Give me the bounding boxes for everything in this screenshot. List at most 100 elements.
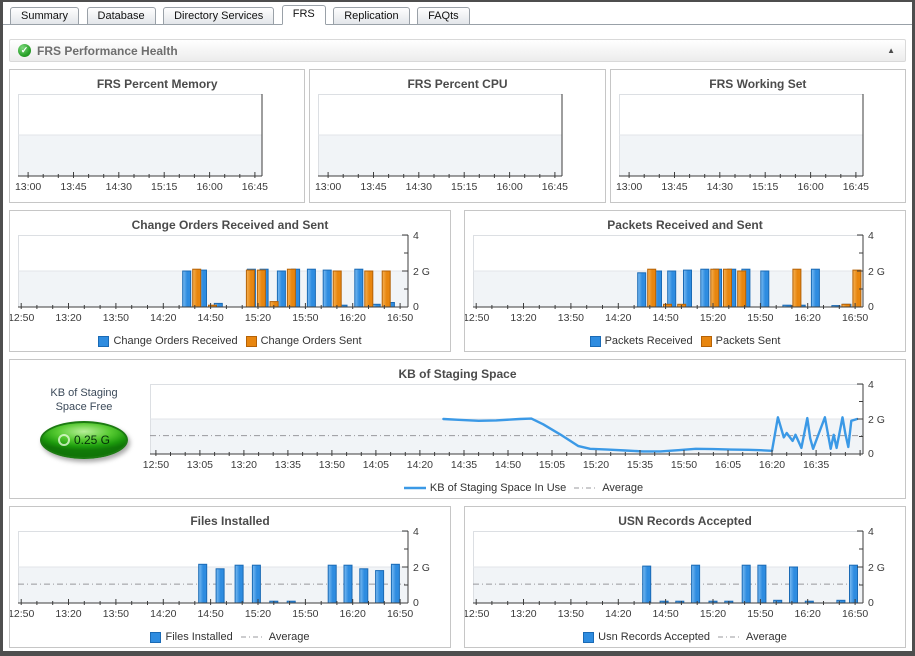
svg-text:0: 0 xyxy=(413,597,419,609)
legend-line-icon xyxy=(403,486,426,490)
chart-legend: Change Orders Received Change Orders Sent xyxy=(18,331,442,351)
svg-text:13:50: 13:50 xyxy=(103,608,129,620)
tab-database[interactable]: Database xyxy=(86,7,156,25)
usn-records-plot: 12:50 13:20 13:50 14:20 14:50 15:20 15:50 16:20… xyxy=(465,526,897,627)
svg-text:15:20: 15:20 xyxy=(700,312,726,324)
chart-title: Packets Received and Sent xyxy=(607,218,763,232)
svg-text:0: 0 xyxy=(868,597,874,609)
svg-text:15:35: 15:35 xyxy=(627,459,653,471)
chart-title: Files Installed xyxy=(190,514,270,528)
svg-text:16:20: 16:20 xyxy=(759,459,785,471)
svg-text:15:20: 15:20 xyxy=(245,608,271,620)
legend-swatch-icon xyxy=(98,335,110,347)
svg-text:14:50: 14:50 xyxy=(652,312,678,324)
svg-text:16:50: 16:50 xyxy=(387,608,413,620)
svg-text:13:20: 13:20 xyxy=(510,608,536,620)
svg-text:2 G: 2 G xyxy=(413,266,430,278)
legend-swatch-icon xyxy=(700,335,712,347)
legend-item: Change Orders Received xyxy=(98,335,238,347)
health-status-check-icon: ✓ xyxy=(18,44,31,57)
chart-legend: KB of Staging Space In Use Average xyxy=(150,478,897,498)
svg-text:15:20: 15:20 xyxy=(700,608,726,620)
svg-text:13:00: 13:00 xyxy=(15,181,41,193)
svg-text:13:45: 13:45 xyxy=(60,181,86,193)
frs-percent-memory-plot: 13:00 13:45 14:30 15:15 16:00 16:45 xyxy=(15,94,296,202)
svg-text:12:50: 12:50 xyxy=(464,312,489,324)
chart-title: KB of Staging Space xyxy=(398,367,517,381)
svg-text:13:45: 13:45 xyxy=(361,181,387,193)
chart-title: Change Orders Received and Sent xyxy=(131,218,329,232)
svg-text:14:30: 14:30 xyxy=(706,181,732,193)
section-header-frs-performance-health: ✓ FRS Performance Health ▲ xyxy=(9,39,906,62)
svg-text:16:35: 16:35 xyxy=(803,459,829,471)
chart-title: USN Records Accepted xyxy=(618,514,752,528)
svg-text:15:50: 15:50 xyxy=(292,608,318,620)
svg-text:14:35: 14:35 xyxy=(451,459,477,471)
kb-staging-body: KB of Staging Space Free 0.25 G 12:50 13:… xyxy=(18,379,897,498)
files-installed-plot: 12:50 13:20 13:50 14:20 14:50 15:20 15:50 16:20… xyxy=(10,526,442,627)
svg-text:16:20: 16:20 xyxy=(795,312,821,324)
svg-text:14:50: 14:50 xyxy=(652,608,678,620)
gauge-value: 0.25 G xyxy=(73,433,111,447)
svg-text:2 G: 2 G xyxy=(868,562,885,574)
svg-text:16:45: 16:45 xyxy=(242,181,268,193)
charts-row-1: FRS Percent Memory 13:00 13:45 14:30 15:15 1… xyxy=(9,69,906,203)
chart-panel-usn-records: USN Records Accepted 12:50 13:20 13:50 14:2… xyxy=(464,506,906,648)
chart-legend: Packets Received Packets Sent xyxy=(473,331,897,351)
svg-text:13:00: 13:00 xyxy=(616,181,642,193)
tab-strip: Summary Database Directory Services FRS … xyxy=(3,2,912,25)
svg-text:2 G: 2 G xyxy=(413,562,430,574)
svg-text:12:50: 12:50 xyxy=(9,608,34,620)
legend-item: Files Installed xyxy=(150,631,233,643)
legend-item-average: Average xyxy=(718,631,787,643)
tab-directory-services[interactable]: Directory Services xyxy=(163,7,275,25)
chart-legend: Files Installed Average xyxy=(18,627,442,647)
svg-text:13:20: 13:20 xyxy=(55,312,81,324)
legend-swatch-icon xyxy=(150,631,162,643)
legend-item: Packets Received xyxy=(589,335,693,347)
chart-title: FRS Percent Memory xyxy=(96,77,218,91)
collapse-section-icon[interactable]: ▲ xyxy=(887,46,895,55)
svg-text:16:20: 16:20 xyxy=(340,312,366,324)
staging-space-free-gauge-area: KB of Staging Space Free 0.25 G xyxy=(18,384,150,498)
charts-row-3: KB of Staging Space KB of Staging Space … xyxy=(9,359,906,499)
svg-text:2 G: 2 G xyxy=(868,414,885,426)
frs-percent-cpu-plot: 13:00 13:45 14:30 15:15 16:00 16:45 xyxy=(315,94,596,202)
legend-dash-icon xyxy=(240,636,265,638)
svg-text:2 G: 2 G xyxy=(868,266,885,278)
chart-panel-change-orders: Change Orders Received and Sent 12:50 13:… xyxy=(9,210,451,352)
frs-working-set-plot: 13:00 13:45 14:30 15:15 16:00 16:45 xyxy=(616,94,897,202)
svg-text:16:50: 16:50 xyxy=(387,312,413,324)
svg-text:4: 4 xyxy=(413,230,419,242)
svg-text:16:50: 16:50 xyxy=(842,608,868,620)
svg-text:14:20: 14:20 xyxy=(407,459,433,471)
legend-item: KB of Staging Space In Use xyxy=(403,482,566,494)
svg-text:13:00: 13:00 xyxy=(315,181,341,193)
svg-text:12:50: 12:50 xyxy=(143,459,169,471)
tab-faqts[interactable]: FAQts xyxy=(417,7,470,25)
svg-text:14:50: 14:50 xyxy=(197,312,223,324)
charts-area: FRS Percent Memory 13:00 13:45 14:30 15:15 1… xyxy=(9,69,906,648)
gauge-label: KB of Staging Space Free xyxy=(50,387,118,413)
svg-text:16:00: 16:00 xyxy=(497,181,523,193)
svg-text:14:50: 14:50 xyxy=(197,608,223,620)
svg-text:16:20: 16:20 xyxy=(795,608,821,620)
legend-item: Usn Records Accepted xyxy=(583,631,710,643)
change-orders-plot: 12:50 13:20 13:50 14:20 14:50 15:20 15:50 16:20… xyxy=(10,230,442,331)
tab-frs[interactable]: FRS xyxy=(281,5,326,25)
legend-item-average: Average xyxy=(574,482,643,494)
chart-legend: Usn Records Accepted Average xyxy=(473,627,897,647)
tab-replication[interactable]: Replication xyxy=(333,7,410,25)
svg-text:13:05: 13:05 xyxy=(187,459,213,471)
svg-text:0: 0 xyxy=(413,301,419,313)
tab-summary[interactable]: Summary xyxy=(10,7,80,25)
svg-text:15:50: 15:50 xyxy=(292,312,318,324)
svg-text:14:20: 14:20 xyxy=(150,312,176,324)
svg-text:15:15: 15:15 xyxy=(752,181,778,193)
svg-text:16:00: 16:00 xyxy=(196,181,222,193)
svg-text:15:20: 15:20 xyxy=(583,459,609,471)
svg-text:16:00: 16:00 xyxy=(797,181,823,193)
chart-panel-frs-working-set: FRS Working Set 13:00 13:45 14:30 15:15 16:0… xyxy=(609,69,906,203)
legend-item: Packets Sent xyxy=(700,335,780,347)
